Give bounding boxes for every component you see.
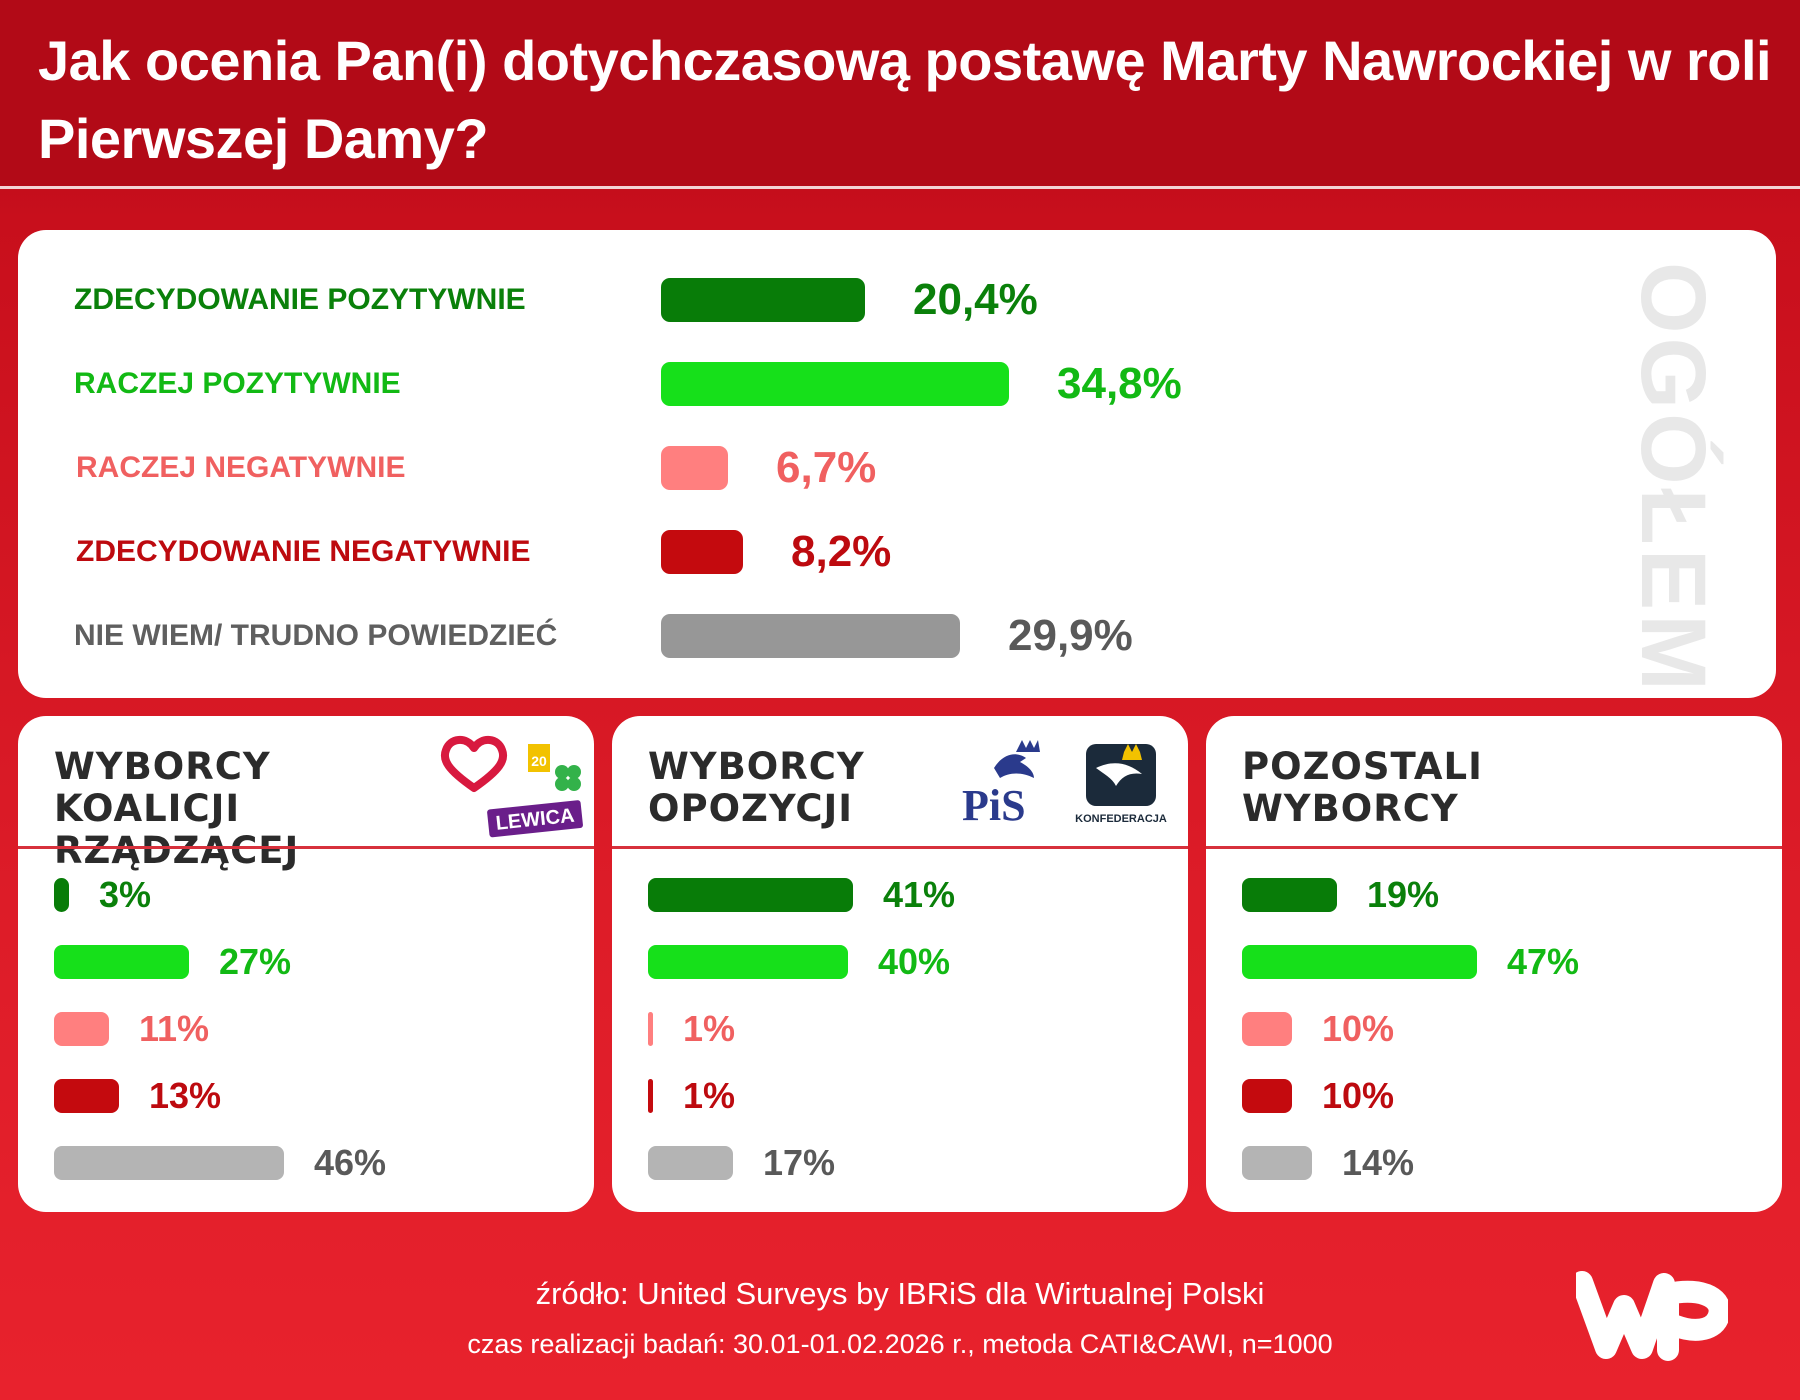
overall-bar-zn bbox=[661, 530, 743, 574]
overall-chart-panel: ZDECYDOWANIE POZYTYWNIE RACZEJ POZYTYWNI… bbox=[18, 230, 1776, 698]
konfederacja-crown-icon bbox=[1122, 744, 1142, 760]
survey-meta-note: czas realizacji badań: 30.01-01.02.2026 … bbox=[467, 1329, 1333, 1359]
panel3-value-rp: 47% bbox=[1507, 941, 1580, 982]
panel1-bar-nw bbox=[54, 1146, 284, 1180]
coalition-panel-title: WYBORCY KOALICJI RZĄDZĄCEJ bbox=[54, 746, 454, 872]
others-panel-title: POZOSTALI WYBORCY bbox=[1242, 745, 1483, 830]
panel3-value-nw: 14% bbox=[1342, 1142, 1415, 1183]
overall-bar-rn bbox=[661, 446, 728, 490]
others-divider bbox=[1206, 846, 1782, 849]
eagle-icon bbox=[994, 754, 1034, 778]
overall-label-zp: ZDECYDOWANIE POZYTYWNIE bbox=[74, 283, 526, 316]
opposition-logos: PiS KONFEDERACJA bbox=[962, 740, 1167, 830]
panel2-value-rn: 1% bbox=[683, 1008, 736, 1049]
overall-label-rp: RACZEJ POZYTYWNIE bbox=[74, 367, 401, 400]
konfederacja-eagle-icon bbox=[1096, 763, 1142, 786]
heart-icon bbox=[440, 736, 508, 792]
panel3-value-rn: 10% bbox=[1322, 1008, 1395, 1049]
lewica-logo bbox=[487, 800, 583, 838]
crown-icon bbox=[1016, 740, 1040, 752]
panel3-value-zp: 19% bbox=[1367, 874, 1440, 915]
panel1-bar-rp bbox=[54, 945, 189, 979]
others-chart-panel: POZOSTALI WYBORCY 19% 47% 10% 10% 14% bbox=[1206, 716, 1782, 1212]
overall-value-nw: 29,9% bbox=[1008, 611, 1133, 660]
overall-label-zn: ZDECYDOWANIE NEGATYWNIE bbox=[76, 535, 531, 568]
overall-bar-zp bbox=[661, 278, 865, 322]
wp-logo bbox=[1576, 1271, 1728, 1361]
opposition-panel-title: WYBORCY OPOZYCJI bbox=[648, 746, 868, 830]
overall-label-rn: RACZEJ NEGATYWNIE bbox=[76, 451, 406, 484]
overall-bar-nw bbox=[661, 614, 960, 658]
coalition-logos: 20 LEWICA bbox=[440, 736, 583, 838]
panel2-bar-nw bbox=[648, 1146, 733, 1180]
overall-side-label: OGÓŁEM bbox=[1622, 262, 1724, 695]
others-title-text: POZOSTALI WYBORCY bbox=[1242, 745, 1483, 830]
clover-icon bbox=[555, 765, 581, 791]
panel2-value-zp: 41% bbox=[883, 874, 956, 915]
panel3-bar-zp bbox=[1242, 878, 1337, 912]
source-note: źródło: United Surveys by IBRiS dla Wirt… bbox=[535, 1276, 1265, 1311]
overall-value-rn: 6,7% bbox=[776, 443, 877, 492]
panel1-value-nw: 46% bbox=[314, 1142, 387, 1183]
page-title: Jak ocenia Pan(i) dotychczasową postawę … bbox=[38, 29, 1772, 170]
panel3-bar-rp bbox=[1242, 945, 1477, 979]
coalition-title-text: WYBORCY KOALICJI RZĄDZĄCEJ bbox=[54, 745, 300, 872]
overall-bar-rp bbox=[661, 362, 1009, 406]
panel1-bar-rn bbox=[54, 1012, 109, 1046]
header-bar: Jak ocenia Pan(i) dotychczasową postawę … bbox=[0, 0, 1800, 186]
panel1-value-rp: 27% bbox=[219, 941, 292, 982]
coalition-divider bbox=[18, 846, 594, 849]
panel3-bar-nw bbox=[1242, 1146, 1312, 1180]
panel3-bar-zn bbox=[1242, 1079, 1292, 1113]
panel1-value-rn: 11% bbox=[139, 1008, 210, 1049]
opposition-chart-panel: WYBORCY OPOZYCJI PiS KONFEDERACJA 41% 40%… bbox=[612, 716, 1188, 1212]
overall-value-zp: 20,4% bbox=[913, 275, 1038, 324]
panel3-bar-rn bbox=[1242, 1012, 1292, 1046]
panel1-value-zn: 13% bbox=[149, 1075, 222, 1116]
panel2-bar-zp bbox=[648, 878, 853, 912]
opposition-title-text: WYBORCY OPOZYCJI bbox=[648, 745, 865, 830]
header-divider bbox=[0, 186, 1800, 189]
svg-text:20: 20 bbox=[531, 753, 547, 769]
panel2-value-zn: 1% bbox=[683, 1075, 736, 1116]
konfederacja-logo-text: KONFEDERACJA bbox=[1075, 813, 1167, 825]
panel1-bar-zn bbox=[54, 1079, 119, 1113]
panel2-bar-rp bbox=[648, 945, 848, 979]
panel1-bar-zp bbox=[54, 878, 69, 912]
panel1-value-zp: 3% bbox=[99, 874, 152, 915]
panel2-value-rp: 40% bbox=[878, 941, 951, 982]
overall-value-zn: 8,2% bbox=[791, 527, 892, 576]
panel2-bar-rn bbox=[648, 1012, 653, 1046]
puzzle-icon bbox=[528, 744, 550, 772]
panel2-bar-zn bbox=[648, 1079, 653, 1113]
panel2-value-nw: 17% bbox=[763, 1142, 836, 1183]
overall-value-rp: 34,8% bbox=[1057, 359, 1182, 408]
coalition-chart-panel: WYBORCY KOALICJI RZĄDZĄCEJ 20 LEWICA 3% 2… bbox=[18, 716, 594, 1212]
pis-logo-text: PiS bbox=[962, 781, 1026, 830]
panel3-value-zn: 10% bbox=[1322, 1075, 1395, 1116]
overall-label-nw: NIE WIEM/ TRUDNO POWIEDZIEĆ bbox=[74, 619, 558, 652]
opposition-divider bbox=[612, 846, 1188, 849]
